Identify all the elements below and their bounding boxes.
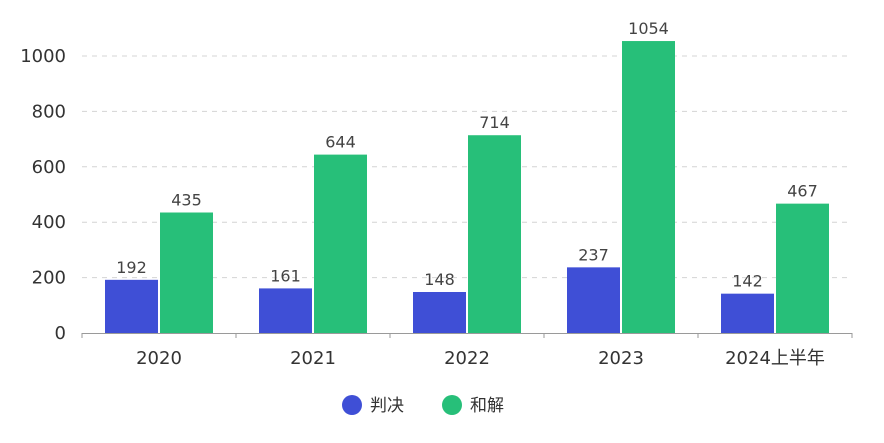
y-tick-label: 600 [32,157,66,178]
x-tick-label: 2022 [444,348,490,369]
x-axis: 2020 2021 2022 2023 2024上半年 [81,333,853,369]
y-tick-label: 1000 [20,46,66,67]
data-label: 644 [325,133,356,152]
bar-judgment[interactable] [567,267,620,333]
bar-settlement[interactable] [776,203,829,333]
data-label: 237 [578,245,609,264]
data-label: 142 [732,272,763,291]
y-axis: 0 200 400 600 800 1000 [20,46,66,344]
bar-judgment[interactable] [105,279,158,333]
data-label: 467 [787,182,818,201]
bar-judgment[interactable] [259,288,312,333]
legend-marker [442,395,462,415]
x-tick-label: 2020 [136,348,182,369]
x-tick-label: 2021 [290,348,336,369]
data-label: 192 [116,258,147,277]
data-label: 1054 [628,19,669,38]
legend-item-settlement[interactable]: 和解 [442,395,504,416]
bar-settlement[interactable] [314,154,367,333]
legend-label: 和解 [470,396,504,416]
bar-settlement[interactable] [622,41,675,334]
data-label: 148 [424,270,455,289]
x-tick-label: 2024上半年 [725,348,825,369]
legend-label: 判决 [370,396,404,416]
grid-lines [82,55,852,279]
x-tick-label: 2023 [598,348,644,369]
y-tick-label: 800 [32,101,66,122]
legend-item-judgment[interactable]: 判决 [342,395,404,416]
data-label: 161 [270,266,301,285]
bar-settlement[interactable] [468,135,521,333]
data-label: 714 [479,113,510,132]
legend-marker [342,395,362,415]
bar-judgment[interactable] [413,292,466,333]
data-labels: 192 435 161 644 148 714 237 1054 142 467 [116,19,818,291]
y-tick-label: 0 [55,323,66,344]
bar-judgment[interactable] [721,293,774,333]
legend: 判决 和解 [342,395,504,416]
y-tick-label: 400 [32,212,66,233]
y-tick-label: 200 [32,268,66,289]
data-label: 435 [171,191,202,210]
bar-settlement[interactable] [160,212,213,333]
bars [105,41,829,334]
